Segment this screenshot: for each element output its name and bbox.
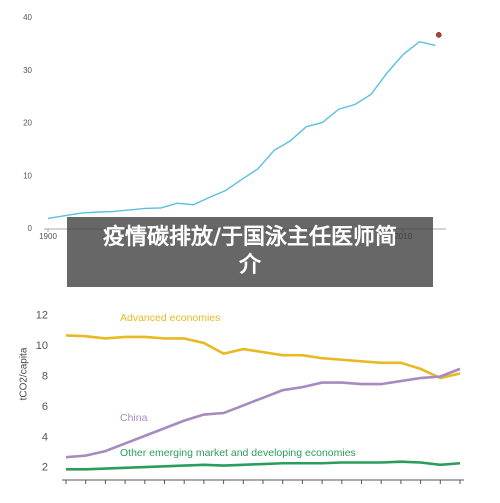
line-series xyxy=(65,367,461,459)
series-label: Advanced economies xyxy=(120,312,220,324)
overlay: 疫情碳排放/于国泳主任医师简介 xyxy=(67,217,433,287)
y-tick-label: 6 xyxy=(42,401,48,413)
line-series xyxy=(66,460,461,471)
y-tick-label: 10 xyxy=(23,171,32,180)
highlight-point xyxy=(435,32,442,38)
overlay-title: 疫情碳排放/于国泳主任医师简介 xyxy=(102,225,398,278)
y-tick-label: 0 xyxy=(28,224,33,233)
y-tick-label: 20 xyxy=(23,119,32,128)
y-tick-label: 8 xyxy=(42,370,48,382)
y-tick-label: 10 xyxy=(36,340,48,352)
series-label: China xyxy=(120,412,148,424)
y-axis-label: tCO2/capita xyxy=(19,347,30,400)
line-series xyxy=(47,40,436,220)
series-label: Other emerging market and developing eco… xyxy=(120,447,356,459)
x-tick-label: 1900 xyxy=(39,232,57,241)
y-tick-label: 2 xyxy=(42,462,48,474)
line-series xyxy=(65,334,461,380)
y-tick-label: 30 xyxy=(23,66,32,75)
y-tick-label: 12 xyxy=(36,310,48,322)
y-tick-label: 40 xyxy=(23,13,32,22)
y-tick-label: 4 xyxy=(42,431,48,443)
